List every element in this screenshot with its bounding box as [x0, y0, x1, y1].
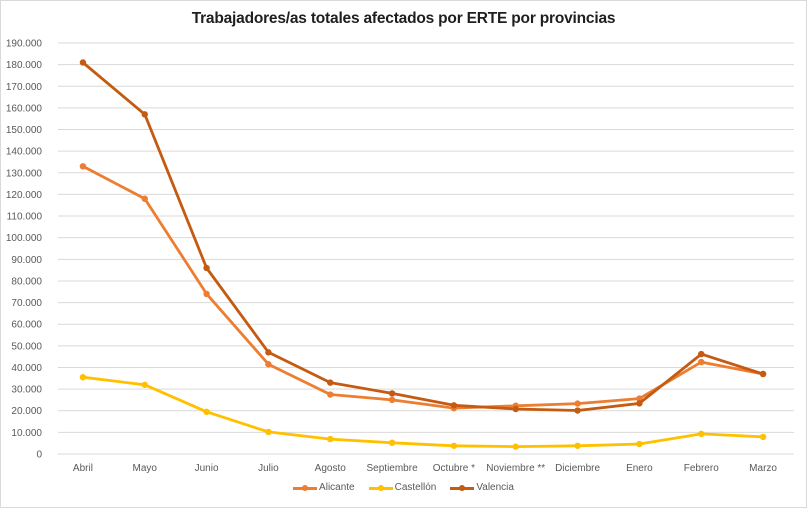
series-lines: [79, 59, 767, 450]
y-tick-label: 90.000: [11, 255, 42, 266]
data-point: [512, 405, 519, 413]
x-tick-label: Junio: [195, 463, 219, 474]
data-point: [265, 349, 272, 356]
y-tick-label: 130.000: [6, 168, 43, 179]
x-tick-label: Febrero: [684, 463, 719, 474]
y-tick-label: 160.000: [6, 103, 43, 114]
y-tick-label: 50.000: [11, 341, 42, 352]
data-point: [79, 163, 87, 170]
series-valencia: [79, 59, 767, 414]
data-point: [203, 290, 210, 298]
y-tick-label: 190.000: [6, 39, 43, 50]
gridlines: [58, 42, 794, 455]
legend-marker-icon: [368, 483, 393, 493]
data-point: [265, 428, 272, 436]
y-tick-label: 140.000: [6, 147, 43, 158]
data-point: [203, 264, 210, 272]
y-tick-label: 180.000: [6, 60, 43, 71]
data-point: [698, 430, 705, 438]
y-axis-ticks: 0 10.000 20.000 30.000 40.000 50.000 60.000 70.…: [6, 39, 43, 461]
data-point: [388, 396, 396, 404]
data-point: [388, 439, 396, 446]
legend-item: Castellón: [368, 482, 437, 493]
data-point: [512, 443, 519, 450]
data-point: [574, 407, 581, 414]
data-point: [636, 395, 643, 402]
data-point: [636, 440, 643, 448]
legend-item: Valencia: [450, 482, 514, 493]
x-tick-label: Enero: [626, 463, 653, 474]
legend: Alicante Castellón Valencia: [0, 482, 807, 493]
y-tick-label: 100.000: [6, 233, 43, 244]
x-tick-label: Diciembre: [555, 463, 600, 474]
x-tick-label: Julio: [258, 463, 279, 474]
data-point: [265, 361, 272, 368]
y-tick-label: 0: [36, 450, 42, 461]
data-point: [636, 400, 643, 407]
y-tick-label: 60.000: [11, 320, 42, 331]
x-tick-label: Abril: [73, 463, 93, 474]
y-tick-label: 170.000: [6, 82, 43, 93]
data-point: [79, 59, 87, 66]
data-point: [141, 195, 148, 202]
y-tick-label: 80.000: [11, 276, 42, 287]
legend-marker-icon: [450, 483, 475, 493]
data-point: [79, 374, 87, 381]
series-line: [81, 164, 765, 410]
y-tick-label: 120.000: [6, 190, 43, 201]
data-point: [450, 402, 458, 409]
y-tick-label: 70.000: [11, 298, 42, 309]
x-axis-ticks: Abril Mayo Junio Julio Agosto Septiembre Octub…: [73, 463, 777, 474]
legend-label: Castellón: [394, 482, 437, 493]
series-alicante: [79, 163, 767, 412]
data-point: [327, 391, 334, 398]
data-point: [388, 390, 396, 397]
data-point: [203, 408, 210, 416]
x-tick-label: Noviembre **: [486, 463, 545, 474]
y-tick-label: 30.000: [11, 385, 42, 396]
chart-title: Trabajadores/as totales afectados por ER…: [191, 10, 616, 27]
data-point: [141, 111, 148, 118]
data-point: [450, 442, 458, 449]
y-tick-label: 10.000: [11, 428, 42, 439]
data-point: [574, 400, 581, 407]
data-point: [141, 381, 148, 388]
legend-label: Valencia: [476, 482, 514, 493]
data-point: [759, 433, 767, 441]
y-tick-label: 40.000: [11, 363, 42, 374]
data-point: [698, 358, 705, 366]
legend-marker-icon: [293, 483, 318, 493]
y-tick-label: 110.000: [7, 212, 43, 223]
legend-item: Alicante: [293, 482, 355, 493]
data-point: [698, 350, 705, 358]
data-point: [327, 435, 334, 443]
x-tick-label: Mayo: [133, 463, 158, 474]
legend-label: Alicante: [319, 482, 355, 493]
x-tick-label: Octubre *: [433, 463, 475, 474]
x-tick-label: Agosto: [315, 463, 347, 474]
y-tick-label: 20.000: [11, 406, 42, 417]
y-tick-label: 150.000: [6, 125, 43, 136]
series-line: [81, 61, 765, 412]
data-point: [327, 379, 334, 386]
x-tick-label: Marzo: [749, 463, 777, 474]
x-tick-label: Septiembre: [367, 463, 419, 474]
series-castelln: [79, 374, 767, 450]
data-point: [759, 370, 767, 378]
data-point: [574, 442, 581, 449]
series-line: [81, 375, 765, 449]
